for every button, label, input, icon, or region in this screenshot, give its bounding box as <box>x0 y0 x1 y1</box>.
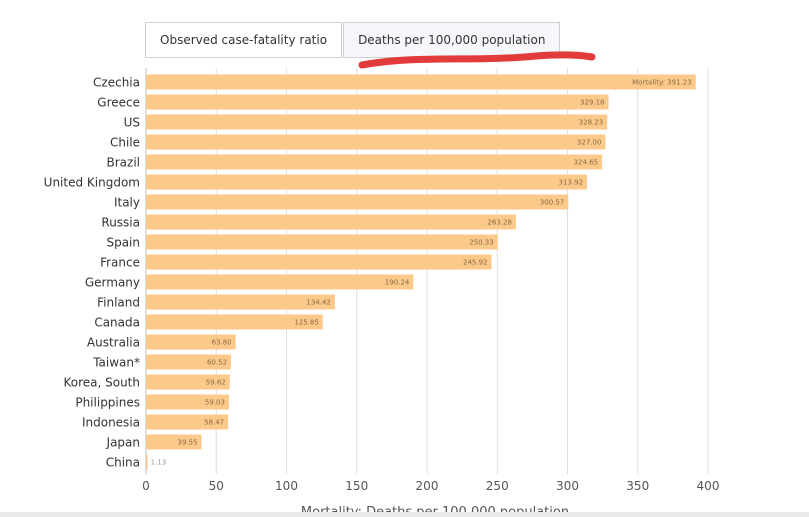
x-tick-label: 150 <box>345 479 368 493</box>
bar-value-label: 250.33 <box>469 239 494 247</box>
metric-tabs: Observed case-fatality ratio Deaths per … <box>145 22 561 58</box>
category-label: Greece <box>97 96 140 110</box>
bar <box>146 454 148 470</box>
mortality-bar-chart: Mortality: 391.23 329.18 328.23 327.00 324.6… <box>44 68 719 517</box>
category-label: Indonesia <box>82 416 140 430</box>
bottom-scroll-edge <box>0 512 809 517</box>
tab-observed-case-fatality-ratio[interactable]: Observed case-fatality ratio <box>145 22 343 58</box>
x-tick-label: 0 <box>142 479 150 493</box>
bar <box>146 354 232 370</box>
bar <box>146 214 516 230</box>
bar <box>146 314 323 330</box>
category-label: Russia <box>101 216 140 230</box>
red-pen-underline <box>358 51 596 69</box>
category-label: Chile <box>110 136 140 150</box>
bar-value-label: 59.62 <box>206 379 226 387</box>
bar <box>146 174 588 190</box>
category-label: Czechia <box>93 76 140 90</box>
bar-value-label: 125.85 <box>294 319 319 327</box>
bar-value-label: 1.13 <box>151 459 167 467</box>
category-label: Japan <box>106 436 140 450</box>
category-label: Canada <box>94 316 140 330</box>
bar-value-label: 58.47 <box>204 419 224 427</box>
bar-value-label: 59.03 <box>205 399 225 407</box>
bar <box>146 414 229 430</box>
x-tick-label: 100 <box>275 479 298 493</box>
category-label: China <box>106 456 140 470</box>
bar-value-label: 190.24 <box>385 279 410 287</box>
bar <box>146 234 498 250</box>
bar <box>146 434 202 450</box>
bar-value-label: 39.55 <box>178 439 198 447</box>
bar <box>146 114 608 130</box>
x-tick-labels: 0 50 100 150 200 250 300 350 400 <box>142 479 719 493</box>
category-label: Spain <box>106 236 140 250</box>
category-label: Finland <box>97 296 140 310</box>
category-label: Brazil <box>107 156 141 170</box>
x-tick-label: 200 <box>416 479 439 493</box>
bar-value-label: 245.92 <box>463 259 488 267</box>
bars: Mortality: 391.23 329.18 328.23 327.00 324.6… <box>146 74 696 470</box>
bar <box>146 154 603 170</box>
bar-value-label: 324.65 <box>574 159 599 167</box>
x-tick-label: 300 <box>556 479 579 493</box>
category-label: United Kingdom <box>44 176 140 190</box>
category-label: Germany <box>85 276 140 290</box>
bar-value-label: 328.23 <box>579 119 604 127</box>
category-label: France <box>100 256 140 270</box>
bar-value-label: 300.57 <box>540 199 565 207</box>
bar <box>146 374 230 390</box>
x-tick-label: 50 <box>209 479 224 493</box>
bar-value-label: 134.42 <box>306 299 331 307</box>
bar-value-label: 313.92 <box>559 179 584 187</box>
bar <box>146 274 414 290</box>
bar <box>146 334 236 350</box>
bar-value-label: 327.00 <box>577 139 602 147</box>
x-tick-label: 350 <box>626 479 649 493</box>
bar-value-label: 329.18 <box>580 99 605 107</box>
category-label: Australia <box>87 336 140 350</box>
category-label: Philippines <box>75 396 140 410</box>
bar <box>146 294 335 310</box>
category-label: Taiwan* <box>92 356 140 370</box>
x-tick-label: 400 <box>697 479 720 493</box>
bar <box>146 134 606 150</box>
bar <box>146 94 609 110</box>
bar-value-label: 263.28 <box>487 219 512 227</box>
bar-value-label: 60.52 <box>207 359 227 367</box>
category-label: US <box>124 116 140 130</box>
category-labels: Czechia Greece US Chile Brazil United Kingdom… <box>44 76 140 470</box>
bar <box>146 254 492 270</box>
bar-value-label: 63.80 <box>212 339 232 347</box>
bar <box>146 394 229 410</box>
bar <box>146 194 569 210</box>
bar-value-label: Mortality: 391.23 <box>632 79 692 87</box>
red-pen-stroke <box>358 51 596 69</box>
category-label: Italy <box>114 196 140 210</box>
bar <box>146 74 696 90</box>
x-tick-label: 250 <box>486 479 509 493</box>
category-label: Korea, South <box>63 376 140 390</box>
